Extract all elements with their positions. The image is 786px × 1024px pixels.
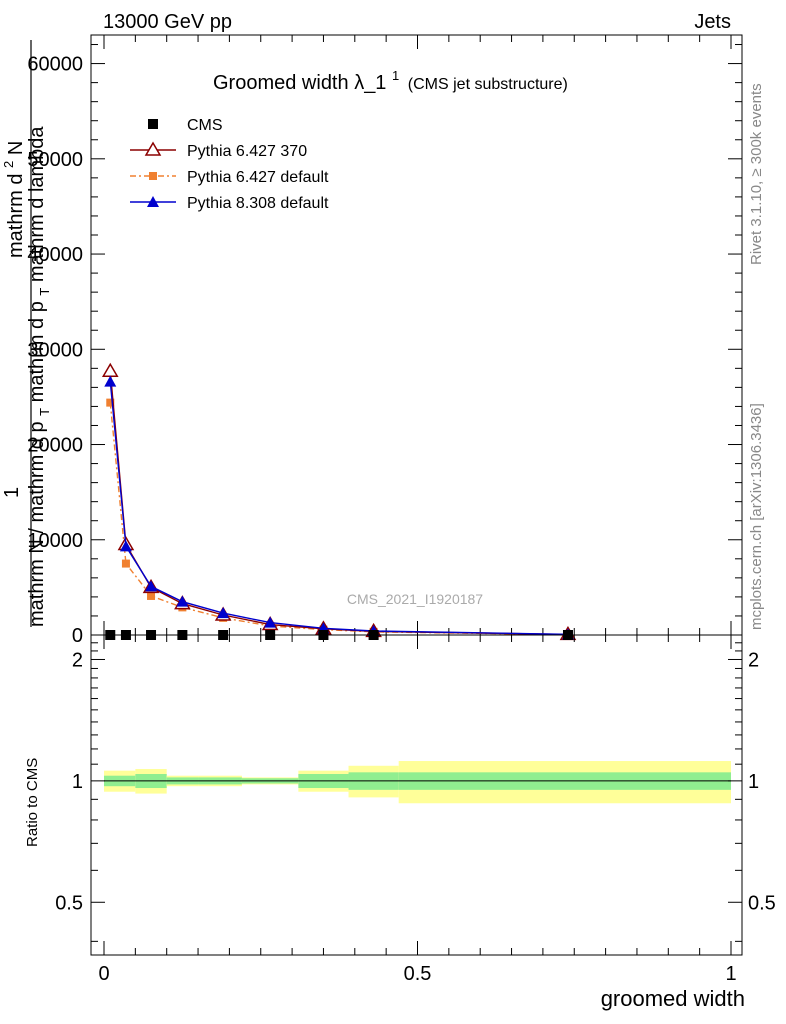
ylabel-prefix: 1: [1, 487, 23, 498]
ratio-y-tick-label-right: 2: [748, 649, 759, 671]
chart-title-sup: 1: [392, 68, 399, 83]
ylabel-denominator-sub: T: [37, 408, 52, 416]
data-point: [119, 540, 132, 552]
ylabel-denominator-tail: mathrm d p: [26, 301, 48, 402]
x-tick-label: 0.5: [404, 963, 432, 985]
header-collision: 13000 GeV pp: [103, 11, 232, 33]
data-point: [145, 580, 158, 592]
data-point: [217, 607, 230, 619]
series-line: [109, 381, 568, 636]
ratio-y-axis: 0.5 0.5 1 1 2 2: [55, 642, 776, 942]
data-point: [121, 559, 130, 568]
y-tick-label: 40000: [27, 244, 83, 266]
legend-label: Pythia 6.427 default: [187, 169, 329, 186]
series-line: [109, 371, 568, 636]
main-y-label: 1 mathrm d 2 N mathrm N / mathrm d p T m…: [0, 40, 54, 627]
ylabel-numerator: mathrm d 2 N: [0, 141, 27, 258]
legend-marker: [147, 196, 159, 207]
ratio-y-tick-label-right: 0.5: [748, 892, 776, 914]
x-axis-label: groomed width: [601, 986, 745, 1011]
ylabel-denominator-sub2: T: [37, 288, 52, 296]
rivet-label: Rivet 3.1.10, ≥ 300k events: [748, 83, 765, 265]
ratio-y-tick-label-right: 1: [748, 771, 759, 793]
legend: CMS Pythia 6.427 370 Pythia 6.427 default P…: [130, 117, 329, 212]
ylabel-numerator-sup: 2: [1, 161, 16, 168]
data-point: [176, 595, 189, 607]
ratio-x-axis: 0 0.5 1: [98, 635, 737, 985]
y-tick-label: 0: [72, 625, 83, 647]
main-y-axis: 0 10000 20000 30000 40000 50000 60000: [27, 44, 742, 647]
ylabel-denominator: mathrm N / mathrm d p T mathrm d p T mat…: [26, 126, 54, 627]
header-process: Jets: [694, 11, 731, 33]
ratio-y-tick-label: 2: [72, 649, 83, 671]
data-point: [104, 375, 117, 387]
main-series: [101, 362, 577, 641]
legend-label: CMS: [187, 117, 223, 134]
ratio-y-tick-label: 0.5: [55, 892, 83, 914]
ratio-bands: [104, 761, 731, 804]
chart-title: Groomed width λ_1 1 (CMS jet substructur…: [213, 63, 568, 94]
ylabel-numerator-text: mathrm d: [5, 174, 27, 258]
analysis-id-watermark: CMS_2021_I1920187: [347, 591, 483, 607]
main-x-ticks: [103, 35, 732, 635]
x-tick-label: 1: [725, 963, 736, 985]
y-tick-label: 10000: [27, 530, 83, 552]
legend-marker: [148, 119, 158, 129]
data-point: [101, 362, 119, 377]
data-point: [106, 398, 115, 407]
y-tick-label: 20000: [27, 435, 83, 457]
x-tick-label: 0: [98, 963, 109, 985]
ylabel-denominator-tail2: mathrm d lambda: [26, 126, 48, 282]
chart-title-symbol: λ_1: [354, 72, 386, 94]
ylabel-numerator-tail: N: [5, 141, 27, 155]
ylabel-denominator-text: mathrm N / mathrm d p: [26, 421, 48, 627]
legend-label: Pythia 8.308 default: [187, 195, 329, 212]
ratio-y-label: Ratio to CMS: [24, 758, 41, 847]
ratio-panel-frame: [90, 634, 743, 956]
data-point: [264, 616, 277, 628]
legend-label: Pythia 6.427 370: [187, 143, 307, 160]
legend-marker: [149, 172, 157, 180]
y-tick-label: 60000: [27, 54, 83, 76]
chart-subtitle: (CMS jet substructure): [408, 76, 568, 93]
y-tick-label: 50000: [27, 149, 83, 171]
mcplots-label: mcplots.cern.ch [arXiv:1306.3436]: [748, 403, 765, 630]
y-tick-label: 30000: [27, 339, 83, 361]
chart-title-text: Groomed width: [213, 72, 349, 94]
data-point: [147, 591, 156, 600]
legend-marker: [144, 141, 162, 156]
ratio-y-tick-label: 1: [72, 771, 83, 793]
